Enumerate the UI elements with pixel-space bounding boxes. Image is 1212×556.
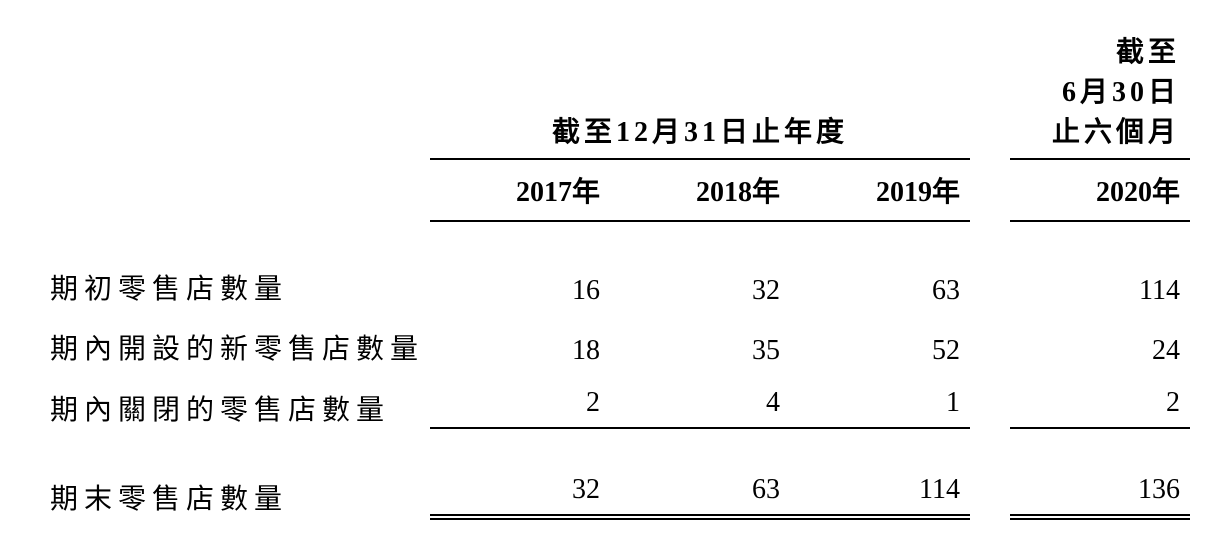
cell: 1 — [790, 387, 970, 428]
year-2019: 2019年 — [790, 159, 970, 221]
cell: 63 — [790, 267, 970, 307]
table-row: 期初零售店數量 16 32 63 114 — [50, 267, 1190, 307]
header-group-row: 截至12月31日止年度 止六個月 — [50, 110, 1190, 159]
cell: 52 — [790, 327, 970, 367]
table-row: 期內開設的新零售店數量 18 35 52 24 — [50, 327, 1190, 367]
row-label: 期內關閉的零售店數量 — [50, 387, 430, 428]
table-row: 期內關閉的零售店數量 2 4 1 2 — [50, 387, 1190, 428]
header-row-top: 截至 — [50, 30, 1190, 70]
year-2017: 2017年 — [430, 159, 610, 221]
total-cell: 32 — [430, 474, 610, 517]
total-cell: 114 — [790, 474, 970, 517]
cell: 35 — [610, 327, 790, 367]
year-row: 2017年 2018年 2019年 2020年 — [50, 159, 1190, 221]
financial-table-page: 截至 6月30日 截至12月31日止年度 止六個月 2017年 2018年 20… — [0, 0, 1212, 556]
cell: 4 — [610, 387, 790, 428]
year-2018: 2018年 — [610, 159, 790, 221]
cell: 2 — [1010, 387, 1190, 428]
row-label: 期末零售店數量 — [50, 474, 430, 517]
cell: 32 — [610, 267, 790, 307]
cell: 18 — [430, 327, 610, 367]
cell: 16 — [430, 267, 610, 307]
header-group2-line3: 止六個月 — [1010, 110, 1190, 159]
total-cell: 136 — [1010, 474, 1190, 517]
header-group2-line1: 截至 — [1010, 30, 1190, 70]
header-group2-line2: 6月30日 — [1010, 70, 1190, 110]
header-group1: 截至12月31日止年度 — [430, 110, 970, 159]
header-row-mid: 6月30日 — [50, 70, 1190, 110]
total-cell: 63 — [610, 474, 790, 517]
cell: 24 — [1010, 327, 1190, 367]
store-count-table: 截至 6月30日 截至12月31日止年度 止六個月 2017年 2018年 20… — [50, 30, 1190, 520]
table-total-row: 期末零售店數量 32 63 114 136 — [50, 474, 1190, 517]
year-2020: 2020年 — [1010, 159, 1190, 221]
cell: 2 — [430, 387, 610, 428]
row-label: 期內開設的新零售店數量 — [50, 327, 430, 367]
row-label: 期初零售店數量 — [50, 267, 430, 307]
cell: 114 — [1010, 267, 1190, 307]
